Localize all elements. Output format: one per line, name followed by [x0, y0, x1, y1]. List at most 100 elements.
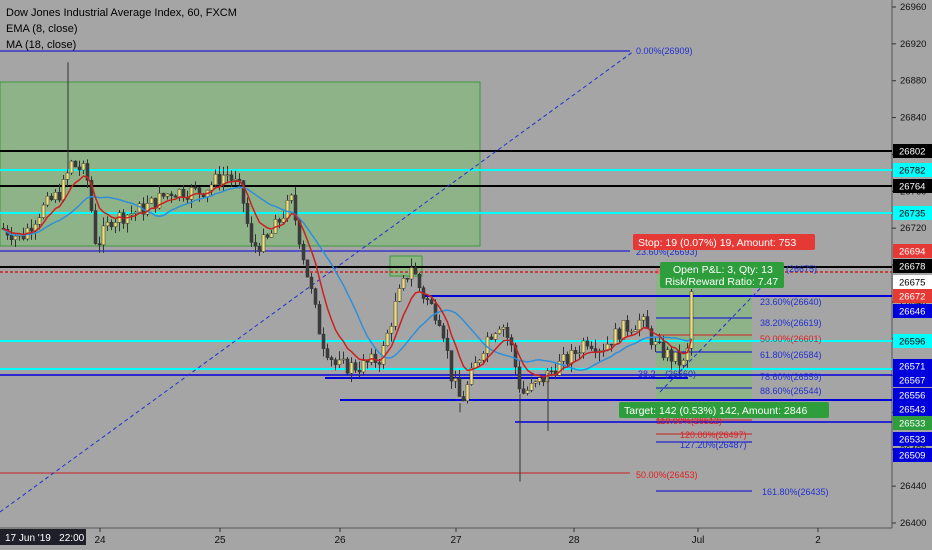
time-axis[interactable] — [0, 528, 932, 550]
date-tick-label: 25 — [214, 535, 226, 546]
candle-down — [425, 298, 430, 301]
candle-down — [329, 357, 334, 360]
candle-down — [97, 243, 102, 246]
candle-up — [673, 351, 678, 362]
candle-up — [581, 340, 586, 354]
candle-down — [257, 246, 262, 252]
date-tick-label: 24 — [94, 535, 106, 546]
candle-down — [249, 223, 254, 243]
price-tick-label: 26440 — [900, 481, 926, 492]
candle-down — [513, 344, 518, 368]
ma-18-line — [3, 186, 692, 371]
price-tag-label: 26543 — [899, 405, 925, 416]
candle-down — [345, 358, 350, 374]
fib-label-8: (26560) — [665, 369, 696, 379]
price-tag-label: 26533 — [899, 435, 925, 446]
candle-down — [321, 333, 326, 349]
candle-up — [665, 349, 670, 358]
pnl-label: Open P&L: 3, Qty: 13 — [673, 264, 773, 276]
candle-up — [145, 203, 150, 215]
price-tag-label: 26802 — [899, 147, 925, 158]
date-tick-label: 28 — [568, 535, 580, 546]
candle-down — [441, 325, 446, 339]
ma-legend[interactable]: MA (18, close) — [6, 39, 77, 51]
candle-down — [57, 192, 62, 201]
price-tag-bg — [893, 359, 932, 373]
candle-down — [309, 276, 314, 289]
chart-legend: Dow Jones Industrial Average Index, 60, … — [6, 5, 237, 53]
price-tag-label: 26509 — [899, 451, 925, 462]
candle-down — [489, 336, 494, 340]
candle-up — [481, 353, 486, 361]
candle-up — [533, 381, 538, 384]
candle-down — [109, 221, 114, 228]
date-tick-label: Jul — [692, 535, 705, 546]
candle-up — [285, 200, 290, 219]
price-tag-bg — [893, 432, 932, 446]
trend-line[interactable] — [0, 50, 635, 513]
price-tag-label: 26672 — [899, 292, 925, 303]
candle-up — [53, 192, 58, 200]
candle-down — [417, 273, 422, 288]
fib-label-1: 23.60%(26693) — [636, 247, 698, 257]
candle-up — [529, 382, 534, 391]
ema-8-line — [3, 175, 693, 378]
date-tick-label: 27 — [450, 535, 462, 546]
candle-down — [9, 234, 14, 240]
stop-label: Stop: 19 (0.07%) 19, Amount: 753 — [638, 237, 796, 249]
price-tag-bg — [893, 402, 932, 416]
candle-up — [557, 360, 562, 376]
price-tag-bg — [893, 206, 932, 220]
candle-up — [281, 217, 286, 223]
candle-up — [465, 384, 470, 402]
candle-up — [129, 213, 134, 216]
candle-up — [477, 359, 482, 363]
price-tag-bg — [893, 334, 932, 348]
candle-up — [653, 341, 658, 346]
candle-down — [325, 348, 330, 358]
candle-up — [65, 172, 70, 180]
fib-label-0: 0.00%(26909) — [636, 46, 693, 56]
candle-down — [77, 166, 82, 171]
candle-up — [525, 390, 530, 394]
symbol-title[interactable]: Dow Jones Industrial Average Index, 60, … — [6, 7, 237, 19]
candle-up — [389, 325, 394, 334]
candle-down — [173, 195, 178, 198]
price-tag-bg — [893, 448, 932, 462]
candle-down — [589, 345, 594, 349]
price-tick-label: 26400 — [900, 518, 926, 529]
candle-down — [193, 187, 198, 189]
price-tag-bg — [893, 373, 932, 387]
candle-up — [233, 178, 238, 181]
target-label-bg[interactable] — [619, 402, 829, 418]
candle-up — [189, 187, 194, 200]
candle-down — [373, 353, 378, 363]
price-tag-label: 26764 — [899, 182, 925, 193]
fib-label-5: 50.00%(26601) — [760, 334, 822, 344]
price-tag-bg — [893, 163, 932, 177]
candle-down — [625, 320, 630, 332]
price-tag-bg — [893, 275, 932, 289]
candle-down — [549, 370, 554, 373]
price-tag-bg — [893, 179, 932, 193]
pnl-label-bg[interactable] — [660, 262, 784, 288]
fib-label-10: 88.60%(26544) — [760, 386, 822, 396]
candle-down — [85, 163, 90, 181]
price-tag-bg — [893, 304, 932, 318]
candle-up — [41, 204, 46, 218]
stop-label-bg[interactable] — [633, 234, 815, 250]
candle-up — [149, 197, 154, 204]
candle-down — [429, 299, 434, 305]
candle-up — [213, 173, 218, 186]
candle-down — [377, 362, 382, 365]
rr-label: Risk/Reward Ratio: 7.47 — [665, 276, 778, 288]
price-tick-label: 26720 — [900, 223, 926, 234]
candle-up — [497, 328, 502, 334]
ema-legend[interactable]: EMA (8, close) — [6, 23, 78, 35]
candle-down — [357, 369, 362, 373]
candle-down — [521, 388, 526, 394]
price-tag-label: 26782 — [899, 166, 925, 177]
price-tag-label: 26646 — [899, 307, 925, 318]
crosshair-date: 17 Jun '19 22:00 — [5, 533, 85, 544]
